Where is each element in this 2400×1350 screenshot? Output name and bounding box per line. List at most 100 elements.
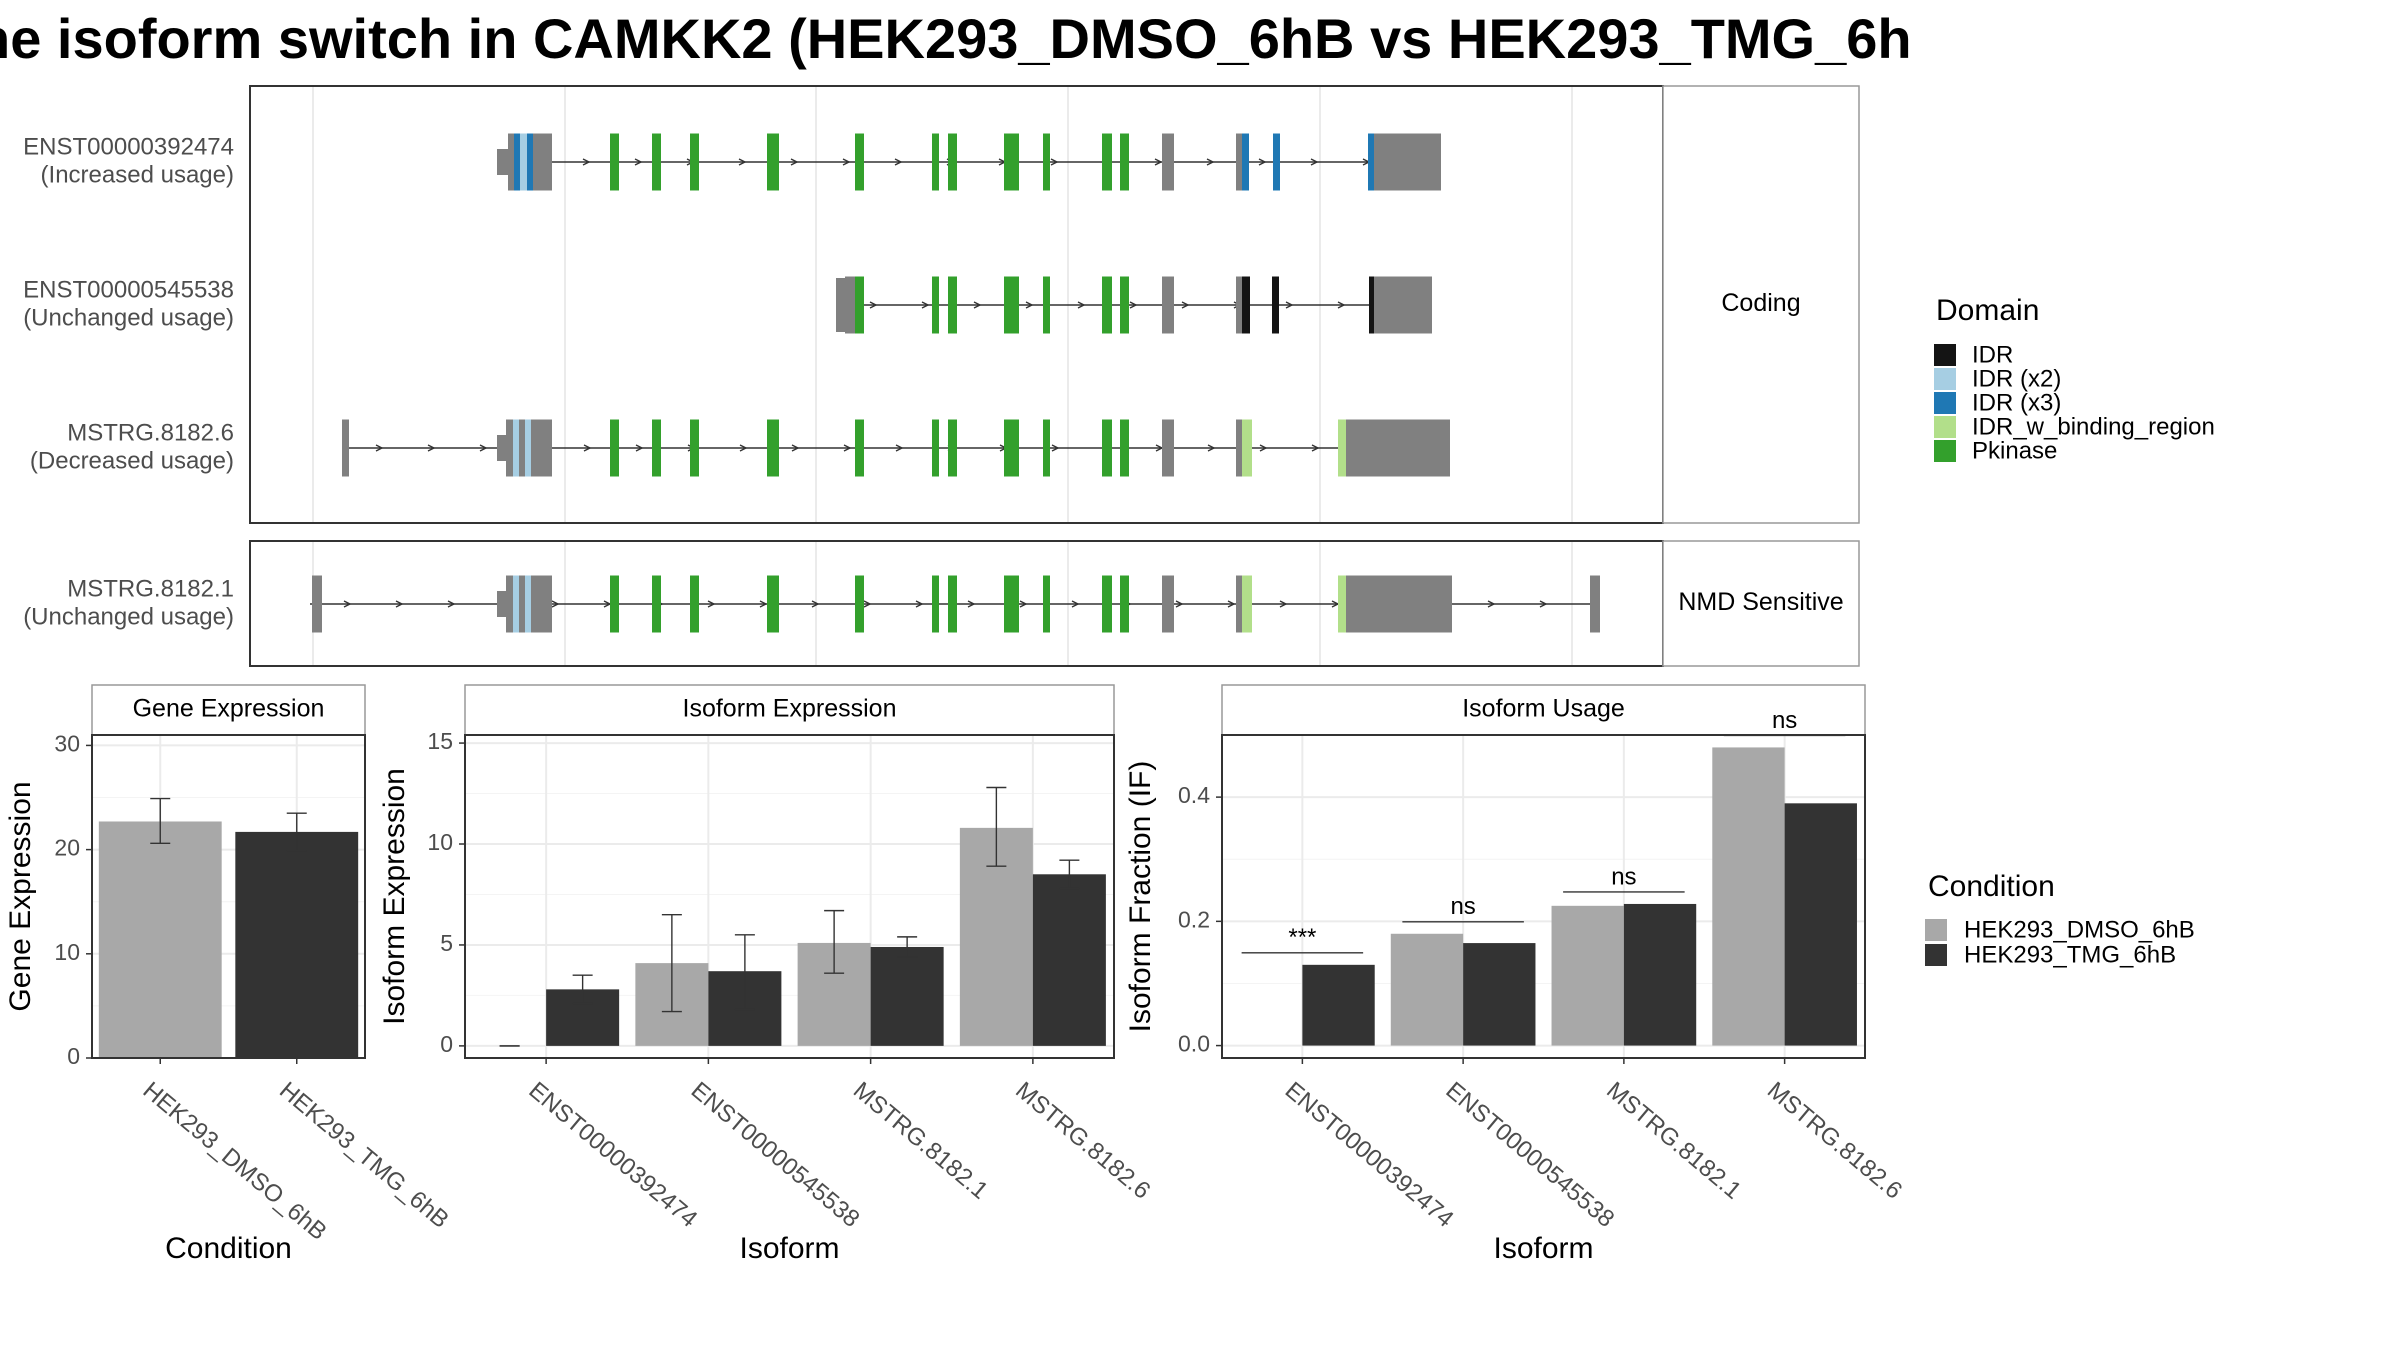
intron-arrow xyxy=(1129,301,1138,309)
exon xyxy=(533,133,552,191)
domain-segment xyxy=(514,133,520,191)
domain-segment xyxy=(1043,276,1050,334)
bar-charts: Gene Expression0102030HEK293_DMSO_6hBHEK… xyxy=(4,684,1907,1265)
domain-legend-label: IDR (x3) xyxy=(1972,389,2061,416)
x-tick-label: ENST00000392474 xyxy=(1280,1077,1459,1233)
y-axis-title: Gene Expression xyxy=(4,781,37,1011)
intron-arrow xyxy=(1487,600,1496,608)
domain-segment xyxy=(767,575,779,633)
y-tick-label: 0 xyxy=(67,1043,80,1069)
x-tick-label: MSTRG.8182.1 xyxy=(1601,1077,1746,1205)
intron-arrow xyxy=(1051,444,1060,452)
exon xyxy=(531,419,552,477)
condition-legend-title: Condition xyxy=(1928,870,2055,903)
transcript-usage-label: (Unchanged usage) xyxy=(23,603,234,630)
domain-segment xyxy=(767,133,779,191)
y-tick-label: 0 xyxy=(440,1031,453,1057)
transcript-usage-label: (Unchanged usage) xyxy=(23,304,234,331)
intron-arrow xyxy=(479,444,488,452)
intron-arrow xyxy=(843,444,852,452)
domain-segment xyxy=(932,276,939,334)
bar xyxy=(1712,747,1785,1046)
significance-label: ns xyxy=(1450,893,1475,920)
legend-swatch-IDR_w_binding_region xyxy=(1934,416,1956,438)
domain-segment xyxy=(1242,276,1250,334)
intron-arrow xyxy=(1337,301,1346,309)
exon xyxy=(1162,575,1174,633)
transcript-row-MSTRG.8182.6 xyxy=(342,419,1450,477)
bar xyxy=(1623,903,1697,1046)
transcript-row-ENST00000392474 xyxy=(497,133,1441,191)
domain-segment xyxy=(948,575,957,633)
domain-segment xyxy=(932,575,939,633)
intron-arrow xyxy=(894,158,903,166)
exon xyxy=(1374,133,1380,191)
domain-legend-label: IDR xyxy=(1972,341,2013,368)
domain-segment xyxy=(1120,133,1129,191)
x-tick-label: MSTRG.8182.1 xyxy=(848,1077,993,1205)
exon xyxy=(1162,276,1174,334)
intron-arrow xyxy=(1258,158,1267,166)
transcript-id-label: MSTRG.8182.6 xyxy=(67,419,234,446)
domain-segment xyxy=(610,419,619,477)
intron-arrow xyxy=(343,600,352,608)
domain-segment xyxy=(948,133,957,191)
facet-strip xyxy=(1662,85,1860,524)
domain-segment xyxy=(948,276,957,334)
x-axis-title: Condition xyxy=(165,1232,292,1265)
domain-segment xyxy=(1368,133,1374,191)
exon xyxy=(342,419,349,477)
y-tick-label: 5 xyxy=(440,930,453,956)
transcript-id-label: ENST00000545538 xyxy=(23,276,234,303)
domain-segment xyxy=(1043,419,1050,477)
domain-segment xyxy=(690,419,699,477)
domain-segment xyxy=(525,419,531,477)
domain-segment xyxy=(1004,276,1019,334)
exon xyxy=(531,575,552,633)
domain-segment xyxy=(932,419,939,477)
intron-arrow xyxy=(1310,158,1319,166)
y-tick-label: 0.2 xyxy=(1178,906,1210,932)
intron-arrow xyxy=(967,600,976,608)
exon xyxy=(497,435,506,461)
y-axis-title: Isoform Expression xyxy=(378,768,411,1025)
intron-arrow xyxy=(1025,301,1034,309)
domain-segment xyxy=(513,419,519,477)
exon xyxy=(1236,276,1242,334)
x-tick-label: ENST00000545538 xyxy=(1440,1077,1619,1233)
intron-arrow xyxy=(635,444,644,452)
intron-arrow xyxy=(1050,158,1059,166)
exon xyxy=(1374,276,1380,334)
intron-arrow xyxy=(583,444,592,452)
intron-arrow xyxy=(790,158,799,166)
intron-arrow xyxy=(551,600,560,608)
legend-swatch-HEK293_DMSO_6hB xyxy=(1925,919,1947,941)
exon xyxy=(519,575,525,633)
domain-segment xyxy=(1120,276,1129,334)
bar-chart-1: Isoform Expression 0 5 10 15 ENST00000392474E… xyxy=(378,684,1155,1265)
y-tick-label: 10 xyxy=(427,829,453,855)
bar xyxy=(870,946,944,1046)
y-tick-label: 15 xyxy=(427,728,453,754)
intron-arrow xyxy=(395,600,404,608)
intron-arrow xyxy=(1206,158,1215,166)
legend-swatch-Pkinase xyxy=(1934,440,1956,462)
exon xyxy=(1380,133,1441,191)
x-axis-title: Isoform xyxy=(1493,1232,1593,1265)
bar xyxy=(98,821,222,1058)
domain-segment xyxy=(1004,419,1019,477)
transcript-usage-label: (Decreased usage) xyxy=(30,447,234,474)
exon xyxy=(1380,276,1432,334)
exon xyxy=(1346,419,1450,477)
exon xyxy=(508,133,514,191)
domain-segment xyxy=(610,133,619,191)
bar xyxy=(1463,943,1536,1046)
intron-arrow xyxy=(1227,600,1236,608)
domain-segment xyxy=(1120,419,1129,477)
intron-arrow xyxy=(759,600,768,608)
chart-title: Isoform Expression xyxy=(683,695,897,723)
intron-arrow xyxy=(1259,444,1268,452)
y-axis-title: Isoform Fraction (IF) xyxy=(1124,761,1157,1033)
